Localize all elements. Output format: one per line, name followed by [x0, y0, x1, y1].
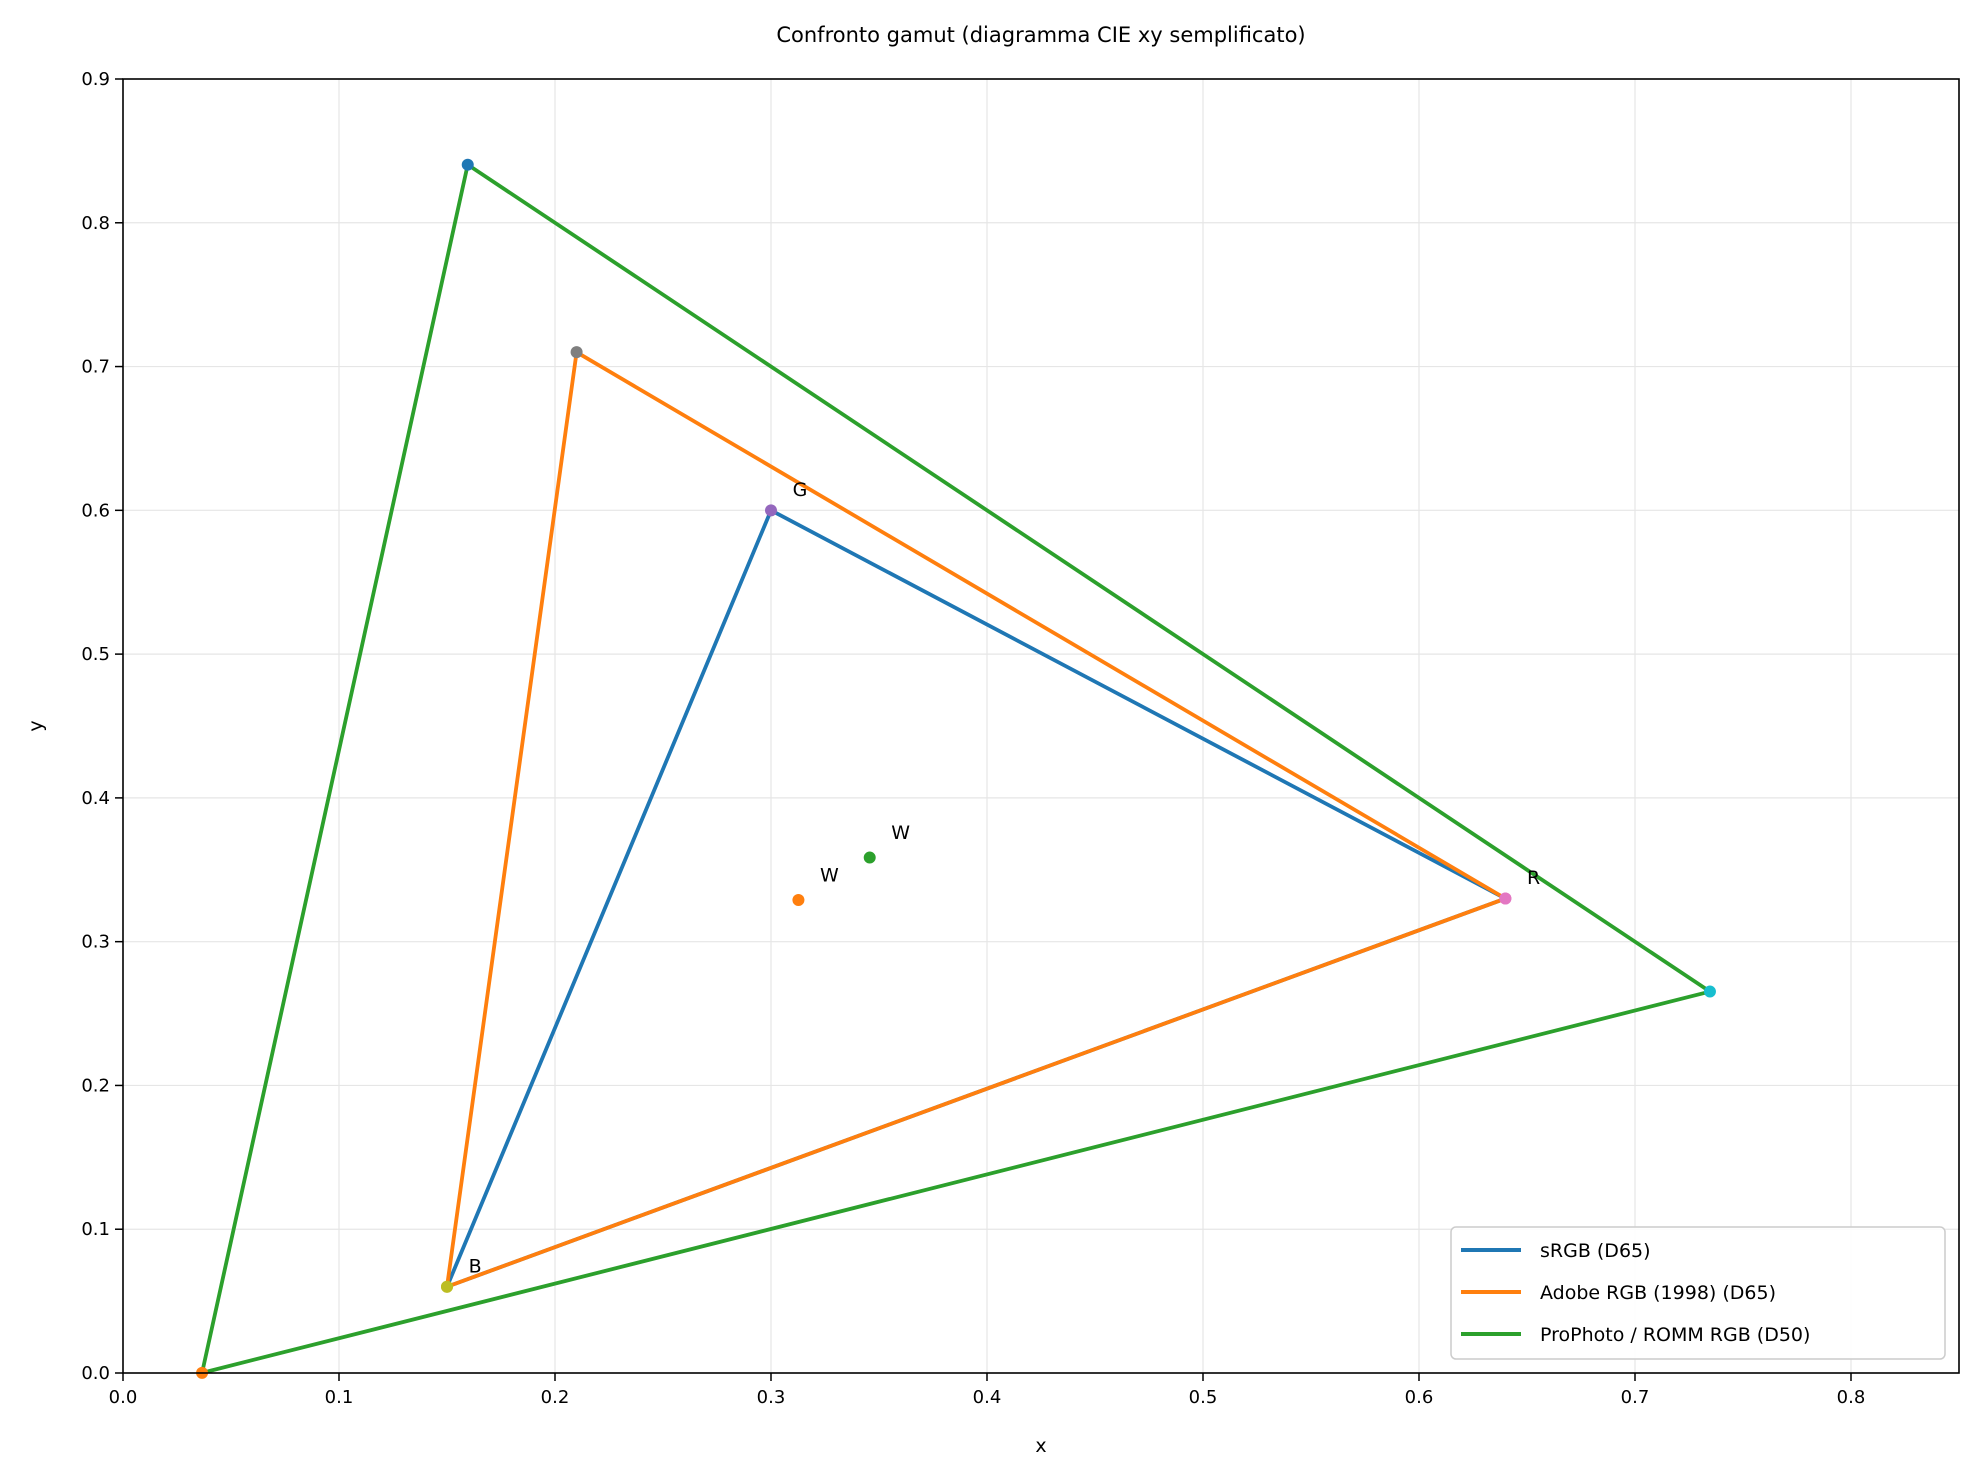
- vertex-marker: [1703, 985, 1716, 998]
- vertex-label: B: [469, 1255, 482, 1277]
- y-tick-label: 0.3: [81, 932, 110, 953]
- y-tick-label: 0.7: [81, 357, 110, 378]
- series-lines: [200, 162, 1712, 1375]
- y-tick-label: 0.6: [81, 500, 110, 521]
- x-tick-label: 0.4: [973, 1387, 1002, 1408]
- y-tick-label: 0.4: [81, 788, 110, 809]
- x-tick-label: 0.5: [1189, 1387, 1218, 1408]
- y-tick-label: 0.5: [81, 644, 110, 665]
- x-tick-label: 0.3: [757, 1387, 786, 1408]
- vertex-label: G: [793, 479, 808, 501]
- legend-label: ProPhoto / ROMM RGB (D50): [1540, 1324, 1810, 1346]
- vertex-marker: [461, 158, 474, 171]
- y-tick-label: 0.2: [81, 1075, 110, 1096]
- ticks: 0.0 0.1 0.2 0.3 0.4 0.5 0.6 0.7 0.8 0.0 0.1 0.2 0.3 0…: [81, 69, 1865, 1408]
- x-axis-label: x: [1035, 1435, 1046, 1457]
- white-point-marker: [792, 893, 805, 906]
- markers: [196, 158, 1716, 1379]
- x-tick-label: 0.2: [541, 1387, 570, 1408]
- x-tick-label: 0.8: [1837, 1387, 1866, 1408]
- series-line-1: [445, 350, 1507, 1289]
- x-tick-label: 0.7: [1621, 1387, 1650, 1408]
- y-tick-label: 0.9: [81, 69, 110, 90]
- white-point-marker: [863, 851, 876, 864]
- x-tick-label: 0.6: [1405, 1387, 1434, 1408]
- legend-label: sRGB (D65): [1540, 1240, 1651, 1262]
- vertex-marker: [570, 346, 583, 359]
- y-axis-label: y: [25, 720, 47, 731]
- y-tick-label: 0.0: [81, 1363, 110, 1384]
- white-point-label: W: [820, 864, 839, 886]
- grid: [122, 78, 1959, 1374]
- chart-title: Confronto gamut (diagramma CIE xy sempli…: [776, 23, 1305, 47]
- vertex-marker: [765, 504, 777, 517]
- vertex-marker: [1499, 892, 1512, 905]
- series-line-2: [200, 162, 1712, 1375]
- annotations: W W R G B: [469, 479, 1541, 1277]
- white-point-label: W: [891, 822, 910, 844]
- plot-frame: [122, 78, 1960, 1374]
- y-tick-label: 0.1: [81, 1219, 110, 1240]
- legend: sRGB (D65) Adobe RGB (1998) (D65) ProPhoto…: [1450, 1226, 1946, 1360]
- x-tick-label: 0.1: [325, 1387, 354, 1408]
- y-tick-label: 0.8: [81, 213, 110, 234]
- legend-label: Adobe RGB (1998) (D65): [1540, 1282, 1776, 1304]
- x-tick-label: 0.0: [109, 1387, 138, 1408]
- series-line-0: [445, 508, 1507, 1289]
- vertex-label: R: [1527, 867, 1540, 889]
- vertex-marker: [441, 1280, 453, 1293]
